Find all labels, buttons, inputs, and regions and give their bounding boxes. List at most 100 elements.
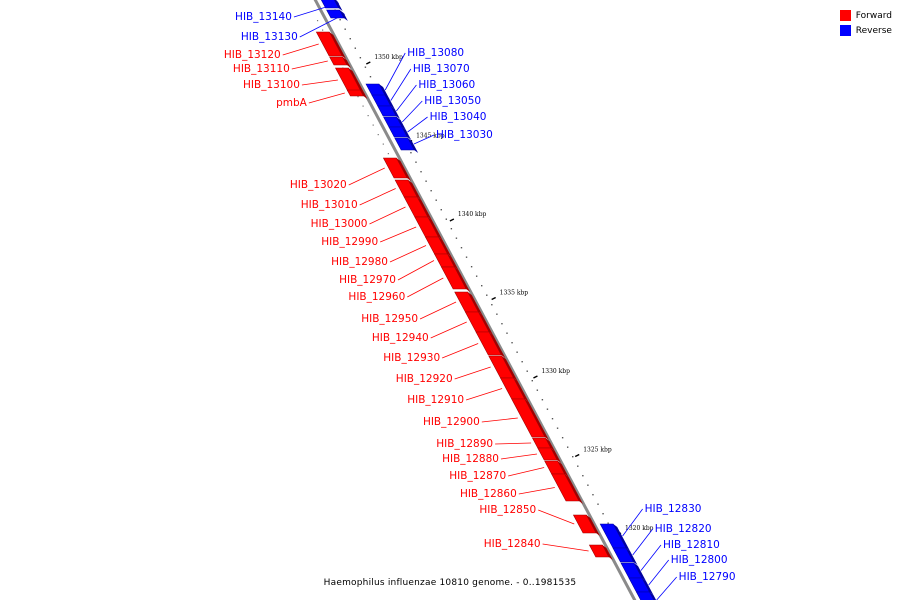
forward-gene [537, 447, 558, 461]
track-dot [430, 190, 432, 192]
gene-label: HIB_12870 [449, 470, 506, 482]
track-dot [339, 19, 341, 21]
reverse-gene [388, 126, 408, 138]
gene-shade [360, 90, 368, 99]
gene-label: HIB_12990 [321, 236, 378, 248]
track-dot [607, 522, 609, 524]
gene-shade [454, 267, 471, 292]
track-dot [587, 484, 589, 486]
tick-label: 1335 kbp [500, 290, 529, 297]
label-leader [389, 245, 427, 263]
gene-label: HIB_12930 [383, 352, 440, 364]
forward-gene [329, 56, 348, 66]
strand-legend: Forward Reverse [839, 8, 892, 38]
forward-swatch [839, 10, 851, 21]
gene-label: HIB_13130 [241, 31, 298, 43]
gene-label: HIB_12970 [339, 274, 396, 286]
track-dot [369, 76, 372, 78]
label-leader [384, 52, 406, 91]
track-dot [486, 294, 488, 296]
track-dot [377, 134, 379, 136]
track-dot [440, 209, 442, 211]
kbp-ticks: 1350 kbp 1345 kbp 1340 kbp 1335 kbp 1330 kbp… [366, 54, 654, 536]
track-dot [481, 285, 483, 287]
gene-block [440, 266, 471, 292]
gene-shade [586, 515, 601, 536]
gene-label: HIB_12840 [484, 538, 541, 550]
track-dot [344, 28, 346, 30]
label-leader [413, 134, 435, 145]
gene-shade [407, 138, 419, 153]
label-leader [397, 260, 435, 281]
gene-shade [557, 461, 569, 477]
gene-label: HIB_13140 [235, 11, 292, 23]
label-leader [632, 528, 654, 556]
track-dot [322, 29, 324, 31]
tick-label: 1345 kbp [416, 133, 445, 140]
label-leader [454, 366, 491, 380]
tick-label: 1350 kbp [374, 54, 403, 61]
track-dot [367, 115, 369, 117]
gene-shade [626, 548, 638, 565]
forward-gene [588, 544, 610, 558]
label-leader [442, 343, 479, 359]
gene-shade [524, 399, 549, 440]
gene-label: HIB_12960 [348, 291, 405, 303]
gene-block [346, 89, 368, 99]
gene-block [394, 137, 419, 153]
genome-caption: Haemophilus influenzae 10810 genome. - 0… [323, 578, 577, 588]
gene-labels: HIB_13140 HIB_13130 HIB_13120 HIB_13110 HIB_… [224, 11, 736, 583]
gene-block [383, 116, 406, 130]
gene-label: HIB_12850 [479, 504, 536, 516]
gene-label: HIB_12900 [423, 416, 480, 428]
track-dot [465, 256, 468, 258]
track-dot [551, 418, 554, 420]
gene-label: HIB_13010 [301, 199, 358, 211]
track-dot [435, 199, 437, 201]
gene-label: HIB_13120 [224, 49, 281, 61]
label-leader [481, 417, 518, 423]
gene-shade [613, 524, 630, 551]
track-dot [415, 161, 417, 163]
track-dot [526, 370, 528, 372]
label-leader [465, 388, 503, 401]
track-dot [364, 66, 367, 68]
reverse-gene [377, 105, 397, 117]
label-leader [379, 226, 417, 243]
legend-forward-label: Forward [855, 10, 892, 21]
track-dot [566, 446, 569, 448]
label-leader [396, 84, 417, 112]
gene-block [371, 94, 395, 109]
track-dot [501, 323, 503, 325]
reverse-gene [394, 137, 415, 151]
label-leader [500, 453, 538, 460]
label-leader [648, 559, 670, 586]
gene-block [329, 56, 351, 68]
label-leader [542, 543, 589, 552]
gene-label: HIB_13060 [418, 79, 475, 91]
gene-label: pmbA [276, 97, 308, 109]
track-dot [546, 408, 549, 410]
gene-shade [417, 197, 432, 220]
gene-label: HIB_13050 [424, 95, 481, 107]
genome-backbone [313, 0, 637, 600]
gene-label: HIB_12950 [361, 313, 418, 325]
track-dot [470, 266, 473, 268]
track-dot [561, 437, 564, 439]
track-dot [556, 427, 559, 429]
gene-shade [633, 563, 646, 581]
gene-label: HIB_13000 [311, 218, 368, 230]
track-dot [359, 57, 362, 59]
track-dot [387, 153, 389, 155]
track-dot [516, 351, 518, 353]
tick-mark [449, 218, 455, 222]
label-leader [407, 116, 428, 133]
track-dot [491, 304, 493, 306]
gene-label: HIB_13110 [233, 63, 290, 75]
gene-label: HIB_13100 [243, 79, 300, 91]
gene-shade [602, 545, 613, 560]
track-dot [531, 380, 533, 382]
gene-label: HIB_13030 [436, 129, 493, 141]
track-dot [357, 96, 359, 98]
track-dot [316, 20, 319, 22]
